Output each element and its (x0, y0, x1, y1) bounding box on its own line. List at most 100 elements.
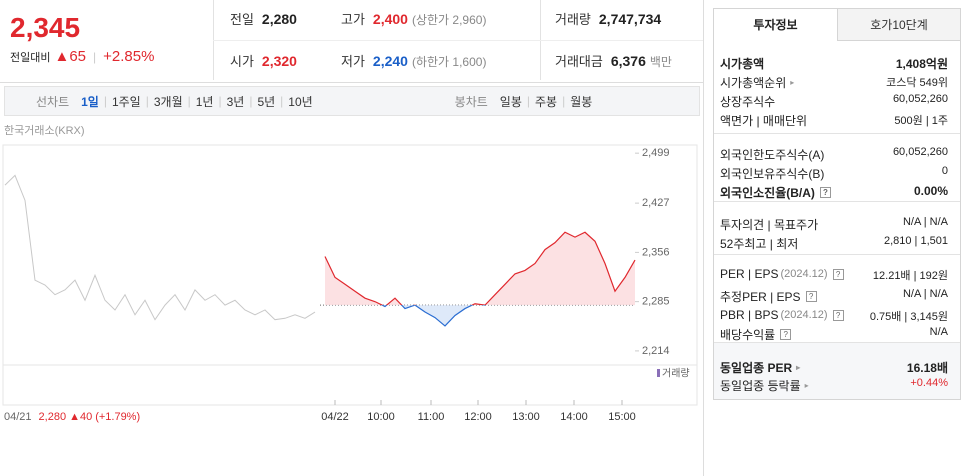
tab[interactable]: 1일 (81, 94, 99, 109)
tab[interactable]: 일봉 (499, 94, 522, 109)
info-label-text: 상장주식수 (720, 95, 776, 109)
y-tick-label: 2,427 (642, 197, 670, 209)
tab-group-label: 선차트 (36, 94, 70, 109)
prev-day-price: 2,280 (39, 411, 67, 423)
info-value: N/A (929, 326, 948, 338)
summary-note: (하한가 1,600) (411, 55, 487, 69)
info-label-text: 52주최고 | 최저 (720, 237, 799, 251)
plot-frame (2, 144, 698, 406)
help-icon[interactable]: ? (805, 291, 817, 302)
info-value: +0.44% (910, 377, 948, 389)
tab[interactable]: 주봉 (535, 94, 558, 109)
info-tab[interactable]: 투자정보 (714, 9, 837, 41)
tab[interactable]: 1년 (195, 94, 214, 109)
tab[interactable]: 월봉 (570, 94, 593, 109)
info-value: 코스닥 549위 (886, 77, 948, 89)
rate: +2.85% (103, 48, 155, 65)
summary-label: 거래량 (555, 12, 591, 27)
tab[interactable]: 5년 (257, 94, 276, 109)
summary-label: 고가 (341, 12, 365, 27)
info-note: (2024.12) (780, 268, 828, 280)
info-label-text: 외국인소진율(B/A) (720, 186, 815, 200)
summary-value: 2,747,734 (598, 11, 662, 27)
tab[interactable]: 3개월 (153, 94, 183, 109)
x-tick-label: 04/22 (321, 411, 349, 423)
info-label: 액면가 | 매매단위 (720, 112, 807, 129)
prev-day-rate: (+1.79%) (95, 411, 140, 423)
summary-value: 6,376 (610, 53, 646, 69)
summary-note: (상한가 2,960) (411, 13, 487, 27)
x-tick-label: 15:00 (608, 411, 636, 423)
prev-day-change: ▲40 (69, 411, 92, 423)
summary-value: 2,320 (261, 53, 297, 69)
summary-item: 고가 2,400 (상한가 2,960) (341, 9, 486, 28)
info-value: 2,810 | 1,501 (883, 235, 948, 247)
info-label: PER | EPS (2024.12)? (720, 267, 844, 281)
tab-group-label: 봉차트 (454, 94, 488, 109)
info-value: 12.21배 | 192원 (872, 270, 948, 282)
sep: | (145, 94, 149, 108)
info-label: 시가총액 (720, 55, 764, 72)
summary-value: 2,240 (372, 53, 408, 69)
info-value: 500원 | 1주 (894, 115, 948, 127)
info-label: 외국인소진율(B/A)? (720, 184, 831, 201)
help-icon[interactable]: ? (780, 329, 792, 340)
info-value: 0.00% (913, 184, 948, 198)
tab[interactable]: 1주일 (111, 94, 141, 109)
divider (0, 82, 703, 83)
sep: | (280, 94, 284, 108)
info-note: (2024.12) (780, 309, 828, 321)
section-divider (714, 133, 960, 134)
help-icon[interactable]: ? (832, 268, 844, 280)
prev-day-date: 04/21 (4, 411, 32, 423)
x-tick-label: 12:00 (464, 411, 492, 423)
link-arrow: ▸ (804, 381, 809, 390)
info-label-text: 동일업종 PER (720, 361, 793, 375)
info-value: 60,052,260 (892, 146, 948, 158)
info-label-text: PER | EPS (720, 267, 779, 281)
divider (703, 0, 704, 476)
x-tick-label: 14:00 (560, 411, 588, 423)
sep: | (249, 94, 253, 108)
section-bg (714, 343, 960, 399)
info-label-text: 투자의견 | 목표주가 (720, 218, 819, 232)
section-divider (714, 254, 960, 255)
info-label: 52주최고 | 최저 (720, 235, 798, 252)
info-label: 동일업종 PER ▸ (720, 359, 800, 376)
info-value: 1,408억원 (895, 57, 948, 71)
source-label: 한국거래소(KRX) (4, 124, 85, 137)
summary-label: 저가 (341, 54, 365, 69)
summary-label: 시가 (230, 54, 254, 69)
change: ▲65 (54, 48, 87, 65)
sep: | (93, 49, 97, 64)
tab[interactable]: 3년 (226, 94, 245, 109)
help-icon[interactable]: ? (832, 309, 844, 321)
change-row: 전일대비 ▲65 | +2.85% (10, 48, 154, 65)
info-label: 시가총액순위 ▸ (720, 74, 794, 91)
info-label-text: 시가총액순위 (720, 76, 787, 90)
summary-note: 백만 (649, 55, 672, 69)
info-value: 16.18배 (906, 361, 948, 375)
info-label: 외국인한도주식수(A) (720, 146, 824, 163)
sep: | (103, 94, 107, 108)
info-label-text: 추정PER | EPS (720, 290, 801, 304)
info-label-text: 외국인한도주식수(A) (720, 148, 825, 162)
help-icon[interactable]: ? (819, 187, 831, 198)
info-tab[interactable]: 호가10단계 (837, 9, 960, 41)
link-arrow: ▸ (790, 78, 795, 87)
summary-item: 저가 2,240 (하한가 1,600) (341, 51, 486, 70)
info-label-text: PBR | BPS (720, 308, 779, 322)
price-line (4, 174, 316, 321)
sep: | (218, 94, 222, 108)
info-panel: 투자정보 호가10단계 시가총액 1,408억원 시가총액순위 ▸ 코스닥 549위 상장주식… (713, 8, 961, 400)
info-label: 동일업종 등락률 ▸ (720, 377, 809, 394)
price: 2,345 (10, 12, 81, 43)
info-label-text: 외국인보유주식수(B) (720, 167, 825, 181)
tab[interactable]: 10년 (288, 94, 313, 109)
y-tick-label: 2,356 (642, 246, 670, 258)
area-above (325, 232, 635, 306)
summary-label: 전일 (230, 12, 254, 27)
price-line-above (324, 231, 636, 306)
sep: | (526, 94, 531, 108)
info-label: 추정PER | EPS? (720, 288, 817, 305)
